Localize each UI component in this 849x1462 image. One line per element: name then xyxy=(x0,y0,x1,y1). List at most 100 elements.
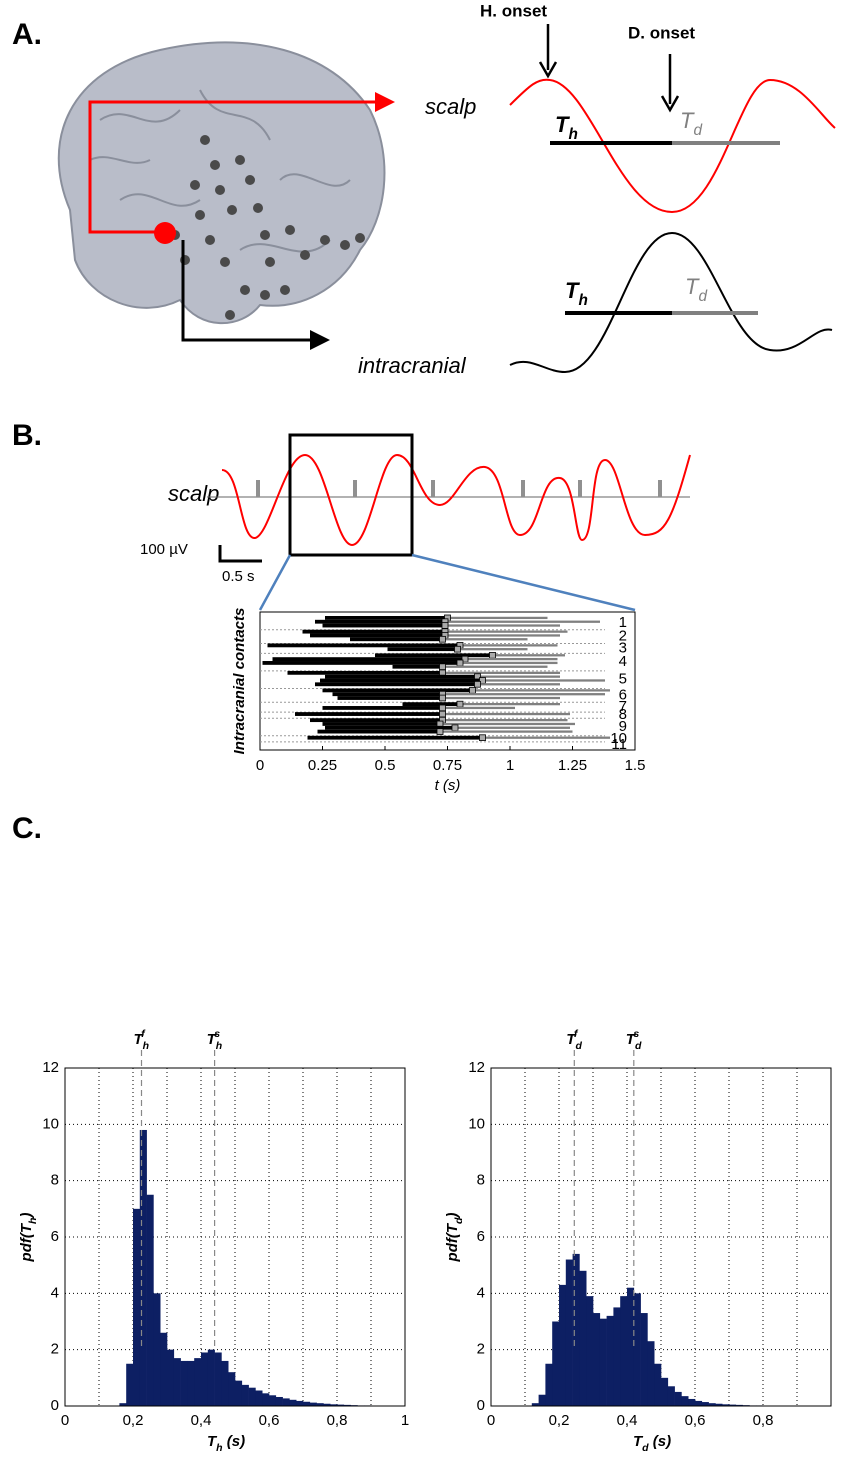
label-part: T xyxy=(207,1031,218,1048)
th-label: Th xyxy=(565,278,588,309)
label-part: T xyxy=(633,1433,644,1450)
histogram-bar xyxy=(173,1358,181,1406)
histogram-bar xyxy=(661,1377,669,1406)
label-part: T xyxy=(565,278,580,303)
h-bar xyxy=(317,729,440,734)
histogram-bar xyxy=(538,1394,546,1406)
y-tick-label: 4 xyxy=(477,1284,485,1301)
h-bar xyxy=(322,688,473,693)
histogram-bar xyxy=(545,1363,553,1406)
h-bar xyxy=(315,619,445,624)
histogram-bar xyxy=(674,1391,682,1406)
d-bar xyxy=(442,706,515,710)
histogram-bar xyxy=(207,1349,215,1406)
contact-label: 6 xyxy=(619,686,627,703)
histogram-bar xyxy=(667,1386,675,1406)
label-part: d xyxy=(698,288,707,305)
y-axis-label: pdf(Th) xyxy=(18,1213,39,1263)
onset-marker xyxy=(441,622,449,629)
histogram-bar xyxy=(139,1129,147,1406)
histogram-bar xyxy=(269,1395,277,1406)
x-tick-label: 0,8 xyxy=(753,1412,774,1429)
intracranial-connector xyxy=(181,240,315,342)
y-tick-label: 0 xyxy=(51,1397,59,1414)
histogram-bar xyxy=(180,1360,188,1406)
h-bar xyxy=(332,692,443,697)
histogram-bar xyxy=(262,1393,270,1406)
histogram-bar xyxy=(167,1349,175,1406)
histogram-bar xyxy=(627,1287,635,1406)
histogram-bar xyxy=(241,1384,249,1406)
onset-marker xyxy=(489,651,496,659)
label-part: pdf( xyxy=(18,1231,35,1262)
onset-marker xyxy=(439,694,446,702)
x-tick-label: 0 xyxy=(487,1412,495,1429)
onset-arrow xyxy=(660,54,680,113)
scalp-connector xyxy=(88,100,382,234)
td-label: Td xyxy=(685,274,707,305)
brain xyxy=(57,41,386,325)
histogram-bar xyxy=(343,1404,351,1406)
histogram-bar xyxy=(337,1404,345,1406)
h-bar xyxy=(322,706,443,710)
marker-label: Ths xyxy=(207,1028,223,1052)
h-bar xyxy=(315,682,478,687)
label-part: T xyxy=(680,108,695,133)
d-bar xyxy=(442,719,568,722)
histogram-bar xyxy=(282,1398,290,1406)
h-bar xyxy=(375,653,493,658)
contact-label: 8 xyxy=(619,706,627,723)
histogram-bar xyxy=(221,1360,229,1406)
contact-label: 3 xyxy=(619,639,627,656)
histogram-bar xyxy=(214,1352,222,1406)
label-part: T xyxy=(18,1222,35,1233)
x-axis-label: t (s) xyxy=(435,777,461,794)
d-bar xyxy=(442,671,560,674)
onset-marker xyxy=(456,659,464,667)
y-tick-label: 4 xyxy=(51,1284,59,1301)
label-part: s xyxy=(633,1028,639,1040)
histogram-bar xyxy=(572,1253,580,1406)
histogram-bar xyxy=(606,1315,614,1406)
d-bar xyxy=(440,730,573,733)
d-bar xyxy=(445,634,560,637)
histogram-bar xyxy=(531,1403,539,1406)
y-tick-label: 6 xyxy=(477,1228,485,1245)
x-tick-label: 0,4 xyxy=(617,1412,638,1429)
histogram-bar xyxy=(695,1400,703,1406)
annotation: D. onset xyxy=(628,23,695,42)
label-part: h xyxy=(216,1442,222,1454)
label-part: T xyxy=(444,1222,461,1233)
h-bar xyxy=(350,637,443,642)
h-bar xyxy=(272,657,465,662)
contact-label: 4 xyxy=(619,653,627,670)
d-bar xyxy=(460,702,560,706)
x-tick-label: 0.25 xyxy=(308,757,337,774)
label-part: (s) xyxy=(223,1433,246,1450)
label-part: d xyxy=(453,1217,465,1224)
panel-label: A. xyxy=(12,18,42,51)
onset-marker xyxy=(436,728,444,735)
histogram-bar xyxy=(201,1352,209,1406)
x-tick-label: 1.5 xyxy=(625,757,646,774)
h-bar xyxy=(322,623,445,628)
label-part: h xyxy=(578,292,587,309)
electrode-marker xyxy=(154,222,176,244)
histogram-bar xyxy=(715,1403,723,1406)
label-part: s xyxy=(214,1028,220,1040)
d-bar xyxy=(477,675,560,678)
x-tick-label: 0,2 xyxy=(123,1412,144,1429)
h-bar xyxy=(267,643,460,648)
y-tick-label: 8 xyxy=(51,1172,59,1189)
onset-arrow xyxy=(538,24,558,79)
h-bar xyxy=(325,674,478,679)
intracranial-trace xyxy=(509,231,833,374)
annotation: H. onset xyxy=(480,1,547,20)
label-part: h xyxy=(568,126,577,143)
x-tick-label: 0.75 xyxy=(433,757,462,774)
td-label: Td xyxy=(680,108,702,139)
y-tick-label: 6 xyxy=(51,1228,59,1245)
d-bar xyxy=(455,726,570,729)
histogram-bar xyxy=(722,1404,730,1406)
